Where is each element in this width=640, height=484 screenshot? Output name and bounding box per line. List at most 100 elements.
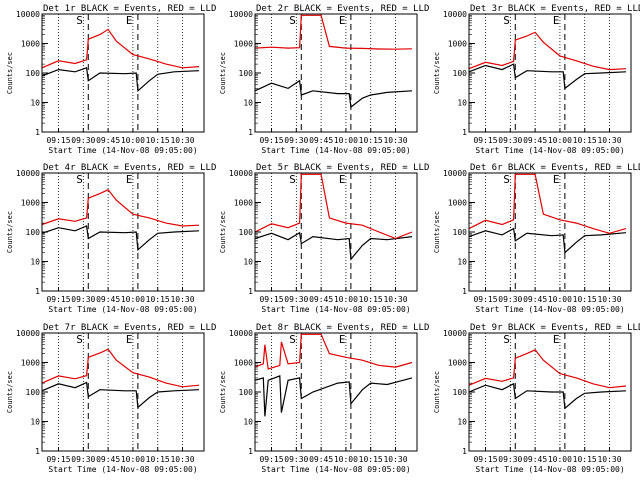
y-tick-label: 10000: [16, 169, 40, 178]
chart-title: Det 3r BLACK = Events, RED = LLD: [470, 4, 640, 14]
x-tick-label: 09:15: [259, 455, 283, 464]
x-tick-label: 10:00: [121, 455, 145, 464]
series-group: [42, 348, 200, 409]
flare-marker-label: E: [126, 14, 133, 27]
y-tick-label: 1: [462, 447, 467, 456]
flare-marker-label: S: [76, 14, 83, 27]
x-tick-label: 09:45: [96, 136, 120, 145]
y-axis-label: Counts/sec: [433, 211, 441, 253]
chart-title: Det 6r BLACK = Events, RED = LLD: [470, 163, 640, 173]
x-axis-label: Start Time (14-Nov-08 09:05:00): [475, 305, 624, 314]
chart-title: Det 4r BLACK = Events, RED = LLD: [43, 163, 216, 173]
events-series-line: [469, 63, 627, 90]
x-axis-label: Start Time (14-Nov-08 09:05:00): [261, 146, 410, 155]
events-series-line: [255, 231, 413, 261]
series-group: [255, 333, 413, 417]
x-tick-label: 10:30: [383, 455, 407, 464]
flare-marker-label: E: [126, 333, 133, 346]
y-tick-label: 100: [26, 228, 41, 237]
x-tick-label: 10:30: [383, 136, 407, 145]
x-tick-label: 09:30: [284, 295, 308, 304]
x-tick-label: 10:30: [170, 136, 194, 145]
flare-marker-label: S: [76, 333, 83, 346]
y-tick-label: 10000: [16, 329, 40, 338]
y-tick-label: 1000: [234, 199, 253, 208]
y-tick-label: 10000: [229, 10, 253, 19]
y-tick-label: 10000: [443, 329, 467, 338]
x-tick-label: 10:30: [170, 455, 194, 464]
x-tick-label: 09:15: [46, 295, 70, 304]
x-tick-label: 10:00: [334, 136, 358, 145]
x-tick-label: 10:30: [597, 136, 621, 145]
x-tick-label: 09:45: [523, 455, 547, 464]
plot-frame: [254, 172, 418, 292]
x-tick-label: 10:15: [573, 136, 597, 145]
y-tick-label: 1000: [21, 359, 40, 368]
y-tick-label: 1: [462, 287, 467, 296]
y-tick-label: 100: [239, 388, 254, 397]
chart-title: Det 9r BLACK = Events, RED = LLD: [470, 323, 640, 333]
x-tick-label: 10:00: [334, 455, 358, 464]
x-tick-label: 10:15: [573, 455, 597, 464]
flare-marker-label: E: [553, 14, 560, 27]
x-tick-label: 10:30: [383, 295, 407, 304]
x-tick-label: 09:15: [259, 295, 283, 304]
flare-marker-label: E: [553, 173, 560, 186]
x-tick-label: 10:15: [146, 136, 170, 145]
y-tick-label: 1000: [234, 359, 253, 368]
x-tick-label: 09:30: [71, 295, 95, 304]
x-tick-label: 09:45: [523, 136, 547, 145]
y-tick-label: 1: [248, 128, 253, 137]
lld-series-line: [255, 333, 413, 370]
flare-marker-label: S: [289, 14, 296, 27]
y-axis-label: Counts/sec: [219, 211, 227, 253]
flare-marker-label: E: [126, 173, 133, 186]
x-tick-label: 09:45: [523, 295, 547, 304]
events-series-line: [42, 225, 200, 252]
x-tick-label: 10:15: [359, 295, 383, 304]
lld-series-line: [469, 349, 627, 389]
flare-marker-label: S: [503, 333, 510, 346]
y-tick-label: 10: [243, 99, 253, 108]
y-tick-label: 100: [239, 228, 254, 237]
flare-marker-label: E: [339, 333, 346, 346]
y-tick-label: 10: [30, 99, 40, 108]
y-tick-label: 1: [462, 128, 467, 137]
flare-marker-label: S: [289, 173, 296, 186]
series-group: [469, 349, 627, 410]
y-tick-label: 10: [457, 258, 467, 267]
plot-frame: [41, 13, 205, 133]
y-tick-label: 1: [248, 447, 253, 456]
chart-title: Det 1r BLACK = Events, RED = LLD: [43, 4, 216, 14]
x-tick-label: 09:30: [498, 295, 522, 304]
y-tick-label: 100: [26, 69, 41, 78]
lld-series-line: [469, 173, 627, 234]
y-tick-label: 1000: [234, 40, 253, 49]
x-axis-label: Start Time (14-Nov-08 09:05:00): [475, 146, 624, 155]
lld-series-line: [255, 14, 413, 50]
x-tick-label: 09:15: [473, 136, 497, 145]
y-tick-label: 100: [453, 69, 468, 78]
events-series-line: [255, 375, 413, 417]
y-tick-label: 10: [243, 258, 253, 267]
flare-marker-label: E: [339, 173, 346, 186]
y-tick-label: 10000: [229, 169, 253, 178]
y-axis-label: Counts/sec: [6, 211, 14, 253]
y-tick-label: 1000: [448, 199, 467, 208]
events-series-line: [42, 381, 200, 409]
flare-marker-label: S: [503, 14, 510, 27]
events-series-line: [255, 79, 413, 109]
x-tick-label: 10:00: [121, 136, 145, 145]
series-group: [255, 14, 413, 109]
y-tick-label: 1000: [21, 40, 40, 49]
series-group: [255, 173, 413, 261]
x-tick-label: 10:15: [146, 295, 170, 304]
y-tick-label: 1: [35, 447, 40, 456]
chart-title: Det 8r BLACK = Events, RED = LLD: [256, 323, 429, 333]
x-tick-label: 10:00: [548, 455, 572, 464]
x-tick-label: 10:00: [121, 295, 145, 304]
